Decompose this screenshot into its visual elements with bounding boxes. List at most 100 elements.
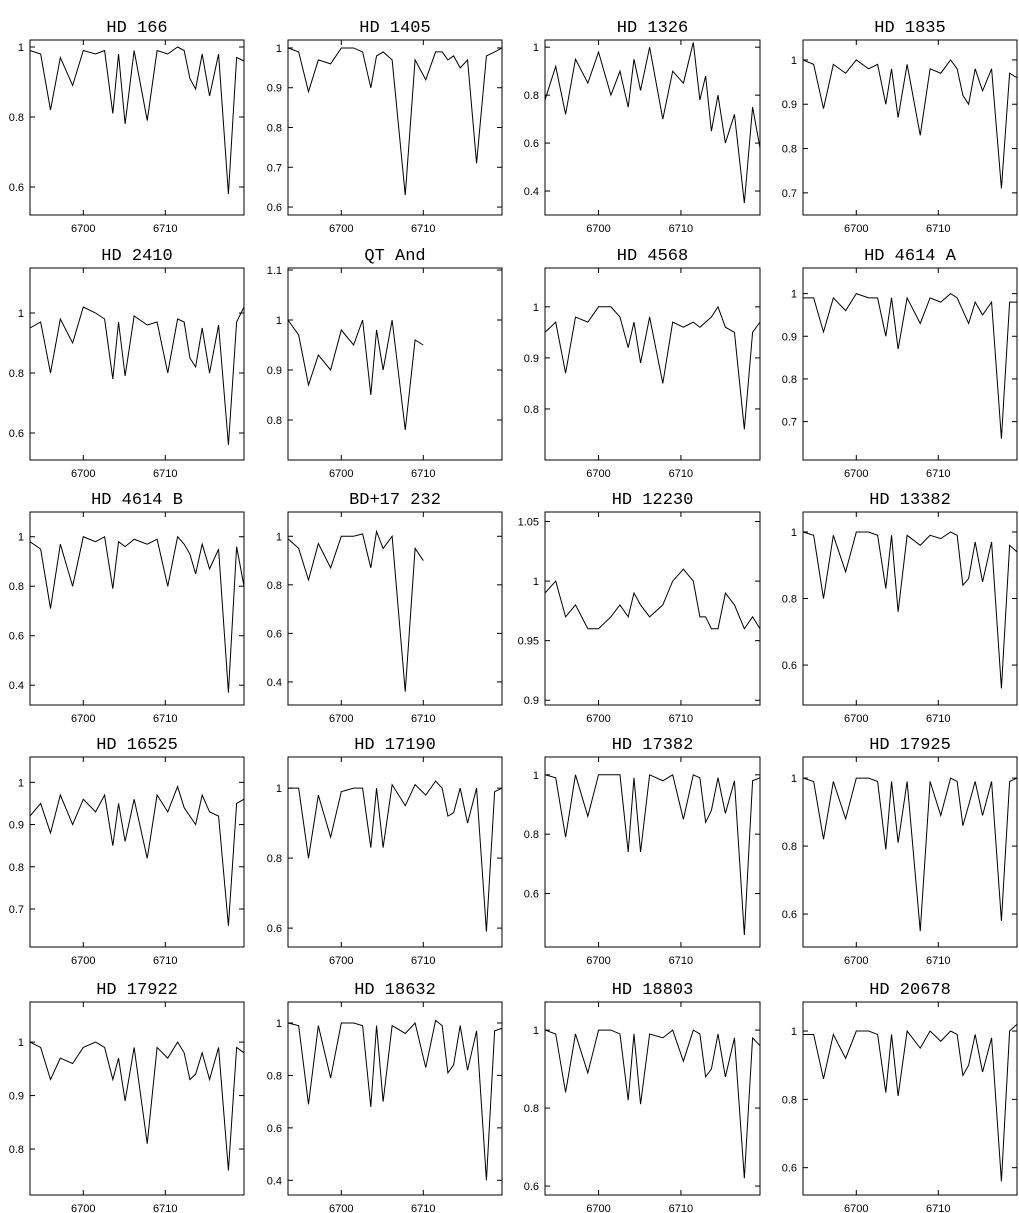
y-tick-label: 0.6 (9, 631, 24, 643)
spectrum-line (803, 1023, 1018, 1182)
spectrum-line (802, 531, 1018, 689)
y-tick-label: 1 (533, 42, 539, 54)
y-tick-label: 0.8 (782, 374, 797, 386)
y-tick-label: 0.9 (267, 365, 282, 377)
panel-title: HD 1405 (359, 19, 430, 38)
y-tick-label: 0.7 (782, 188, 797, 200)
y-tick-label: 1 (533, 1025, 539, 1037)
panel-title: HD 4568 (617, 247, 688, 266)
y-tick-label: 1 (791, 289, 797, 301)
plot-frame (287, 1001, 503, 1196)
spectrum-line (544, 42, 761, 204)
x-tick-label: 6710 (669, 1203, 693, 1213)
panel-title: HD 13382 (869, 491, 951, 510)
y-tick-label: 0.6 (524, 138, 539, 150)
spectrum-line (802, 777, 1018, 932)
y-tick-label: 0.7 (782, 417, 797, 429)
spectrum-line (544, 774, 761, 936)
y-tick-label: 0.8 (9, 862, 24, 874)
y-tick-label: 0.9 (782, 331, 797, 343)
plot-frame (29, 756, 245, 948)
y-tick-label: 1 (18, 532, 24, 544)
y-tick-label: 1 (276, 783, 282, 795)
y-tick-label: 0.8 (782, 144, 797, 156)
spectrum-line (29, 306, 245, 446)
y-tick-label: 0.8 (782, 1094, 797, 1106)
x-tick-label: 6710 (153, 713, 177, 725)
panel-title: HD 12230 (612, 491, 694, 510)
spectrum-line (287, 1019, 503, 1181)
spectrum-line (802, 59, 1018, 189)
y-tick-label: 0.8 (9, 1144, 24, 1156)
x-tick-label: 6710 (411, 713, 435, 725)
spectrum-line (29, 46, 245, 195)
plot-frame (29, 511, 245, 706)
x-tick-label: 6700 (844, 713, 868, 725)
y-tick-label: 1 (276, 1018, 282, 1030)
x-tick-label: 6700 (71, 468, 95, 480)
y-tick-label: 0.8 (524, 1103, 539, 1115)
y-tick-label: 0.8 (524, 829, 539, 841)
y-tick-label: 1 (276, 531, 282, 543)
y-tick-label: 0.8 (267, 853, 282, 865)
y-tick-label: 1 (533, 302, 539, 314)
y-tick-label: 1 (791, 527, 797, 539)
panel-title: BD+17 232 (349, 491, 441, 510)
y-tick-label: 1 (533, 770, 539, 782)
y-tick-label: 0.6 (267, 202, 282, 214)
panel-title: QT And (364, 247, 425, 266)
x-tick-label: 6700 (71, 223, 95, 235)
plot-frame (802, 39, 1018, 216)
plot-frame (287, 756, 503, 948)
x-tick-label: 6710 (669, 955, 693, 967)
spectrum-line (29, 535, 245, 693)
spectrum-line (29, 785, 245, 926)
y-tick-label: 0.9 (524, 353, 539, 365)
x-tick-label: 6710 (926, 713, 950, 725)
y-tick-label: 0.8 (524, 404, 539, 416)
panel-title: HD 18632 (354, 981, 436, 1000)
y-tick-label: 0.8 (267, 123, 282, 135)
panel-title: HD 4614 A (864, 247, 957, 266)
x-tick-label: 6700 (844, 1203, 868, 1213)
spectrum-line (803, 292, 1017, 439)
x-tick-label: 6710 (926, 223, 950, 235)
x-tick-label: 6710 (669, 713, 693, 725)
x-tick-label: 6710 (411, 468, 435, 480)
panel-title: HD 17190 (354, 736, 436, 755)
y-tick-label: 0.4 (524, 186, 539, 198)
y-tick-label: 0.4 (267, 1175, 282, 1187)
spectrum-line (287, 47, 503, 196)
y-tick-label: 0.6 (782, 660, 797, 672)
x-tick-label: 6700 (586, 223, 610, 235)
y-tick-label: 0.9 (9, 1091, 24, 1103)
x-tick-label: 6700 (329, 223, 353, 235)
y-tick-label: 0.8 (782, 594, 797, 606)
y-tick-label: 1 (276, 315, 282, 327)
x-tick-label: 6710 (153, 223, 177, 235)
x-tick-label: 6700 (586, 955, 610, 967)
spectrum-line (29, 1041, 245, 1171)
plot-frame (544, 1001, 761, 1196)
panel-title: HD 18803 (612, 981, 694, 1000)
y-tick-label: 0.8 (782, 841, 797, 853)
plot-frame (29, 267, 245, 461)
y-tick-label: 0.6 (524, 889, 539, 901)
x-tick-label: 6700 (329, 1203, 353, 1213)
y-tick-label: 1 (18, 1037, 24, 1049)
x-tick-label: 6700 (329, 713, 353, 725)
plot-frame (287, 267, 503, 461)
panel-title: HD 17925 (869, 736, 951, 755)
panel-title: HD 17922 (96, 981, 178, 1000)
spectrum-line (544, 1029, 761, 1179)
y-tick-label: 1.05 (518, 517, 539, 529)
spectrum-line (287, 319, 424, 431)
y-tick-label: 0.8 (9, 368, 24, 380)
x-tick-label: 6700 (71, 955, 95, 967)
y-tick-label: 0.6 (9, 428, 24, 440)
plot-frame (802, 756, 1018, 948)
panel-title: HD 1835 (874, 19, 945, 38)
y-tick-label: 0.4 (9, 680, 24, 692)
y-tick-label: 1 (276, 43, 282, 55)
